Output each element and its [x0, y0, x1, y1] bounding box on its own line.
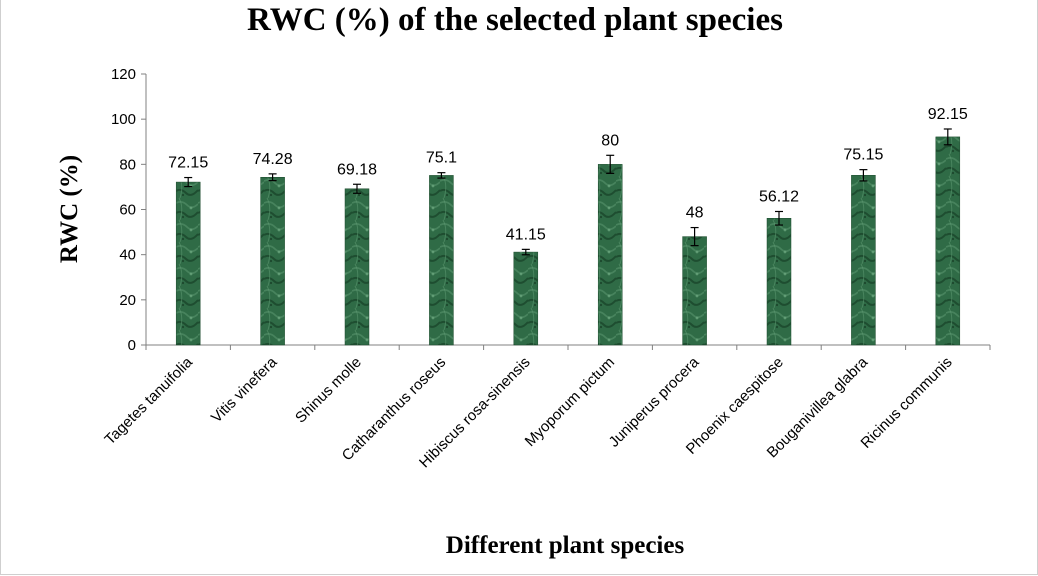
category-label: Myoporum pictum: [522, 354, 618, 450]
y-tick-label: 40: [119, 247, 136, 264]
error-bar: [775, 210, 783, 226]
bar: [766, 218, 792, 346]
error-bar: [943, 128, 952, 146]
data-label: 75.15: [843, 147, 883, 164]
bars: [175, 128, 961, 346]
y-tick-label: 120: [111, 66, 136, 83]
bar: [851, 175, 876, 346]
bar: [344, 188, 370, 346]
category-label: Tagetes tanuifolia: [101, 353, 196, 448]
error-bar: [437, 172, 446, 179]
category-label: Ricinus communis: [858, 354, 956, 452]
data-label: 41.15: [506, 226, 546, 243]
data-label: 56.12: [759, 188, 799, 205]
error-bar: [690, 226, 699, 247]
data-label: 75.1: [426, 150, 457, 167]
category-label: Vitis vinefera: [208, 353, 281, 426]
data-label: 80: [601, 132, 619, 149]
error-bar: [353, 183, 361, 194]
axes: 0 20 40 60 80 100 120: [111, 66, 991, 354]
error-bar: [606, 154, 615, 174]
x-axis-label: Different plant species: [445, 532, 685, 559]
bar: [597, 164, 623, 346]
bar: [429, 175, 454, 346]
data-label: 74.28: [253, 151, 293, 168]
data-labels: 72.15 74.28 69.18 75.1 41.15 80 48 56.12 75.15 92…: [168, 106, 968, 243]
category-labels: Tagetes tanuifolia Vitis vinefera Shinus m…: [101, 353, 955, 471]
y-tick-label: 80: [119, 156, 136, 173]
bar: [935, 136, 961, 346]
y-tick-label: 60: [119, 202, 136, 219]
y-tick-label: 20: [119, 292, 136, 309]
y-axis-label: RWC (%): [56, 155, 83, 263]
error-bar: [184, 176, 193, 188]
bar: [175, 181, 201, 346]
y-tick-label: 100: [111, 111, 136, 128]
category-label: Shinus molle: [292, 354, 365, 427]
data-label: 92.15: [928, 106, 968, 123]
error-bar: [268, 173, 277, 182]
error-bar: [859, 169, 868, 182]
bar: [682, 236, 707, 346]
chart-title: RWC (%) of the selected plant species: [247, 2, 783, 38]
data-label: 69.18: [337, 161, 377, 178]
bar: [260, 177, 285, 346]
error-bar: [521, 248, 530, 256]
data-label: 48: [686, 205, 704, 222]
category-label: Juniperus procera: [605, 353, 702, 450]
y-tick-label: 0: [128, 337, 136, 354]
data-label: 72.15: [168, 155, 208, 172]
bar: [513, 251, 539, 346]
